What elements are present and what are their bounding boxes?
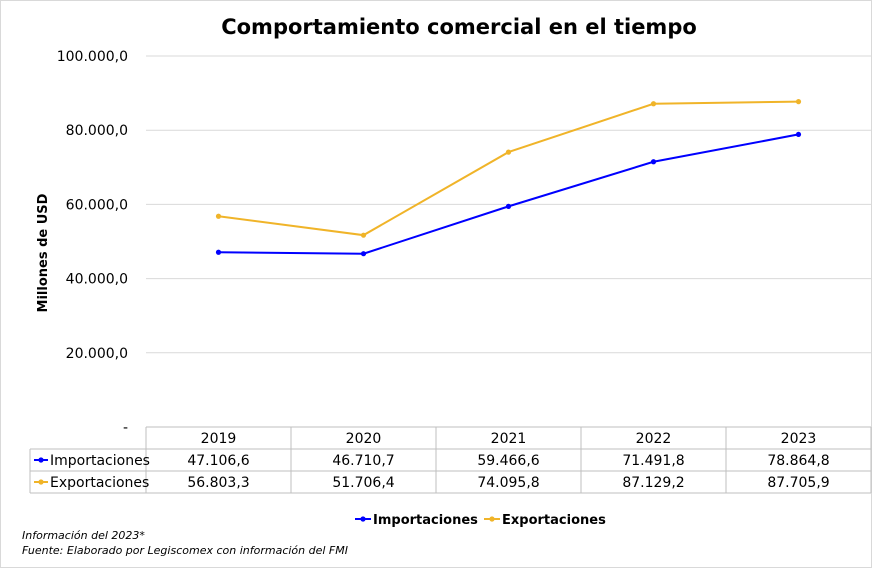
x-tick-label: 2019 bbox=[201, 431, 237, 447]
data-label: 74.095,8 bbox=[477, 475, 539, 491]
series-line bbox=[218, 100, 799, 237]
y-tick-label: 20.000,0 bbox=[66, 346, 128, 362]
data-label: 47.106,6 bbox=[187, 453, 249, 469]
note-source: Fuente: Elaborado por Legiscomex con inf… bbox=[22, 544, 348, 557]
data-label: 78.864,8 bbox=[767, 453, 829, 469]
legend-marker bbox=[360, 516, 366, 522]
legend-label: Importaciones bbox=[373, 513, 478, 528]
data-point bbox=[795, 131, 802, 138]
row-series-name: Exportaciones bbox=[50, 475, 149, 491]
data-table: 2019 2020 2021 2022 2023 Importaciones 47.106,… bbox=[29, 426, 872, 494]
data-label: 46.710,7 bbox=[332, 453, 394, 469]
data-point bbox=[650, 101, 657, 107]
data-label: 71.491,8 bbox=[622, 453, 684, 469]
data-point bbox=[360, 251, 367, 257]
data-point bbox=[650, 159, 657, 165]
data-point bbox=[360, 232, 367, 238]
y-tick-label: 80.000,0 bbox=[66, 123, 128, 139]
x-tick-label: 2021 bbox=[491, 431, 527, 447]
y-tick-label: - bbox=[123, 420, 128, 436]
y-tick-label: 60.000,0 bbox=[66, 197, 128, 213]
y-axis-ticks: - 20.000,0 40.000,0 60.000,0 80.000,0 100.000… bbox=[57, 49, 128, 436]
y-tick-label: 40.000,0 bbox=[66, 272, 128, 288]
y-axis-label: Millones de USD bbox=[36, 193, 51, 312]
y-tick-label: 100.000,0 bbox=[57, 49, 128, 65]
x-tick-label: 2022 bbox=[636, 431, 672, 447]
legend: Importaciones Exportaciones bbox=[355, 513, 606, 528]
data-label: 59.466,6 bbox=[477, 453, 539, 469]
data-point bbox=[505, 203, 512, 209]
note-info: Información del 2023* bbox=[22, 529, 145, 542]
legend-marker bbox=[489, 516, 495, 522]
chart-title: Comportamiento comercial en el tiempo bbox=[221, 15, 697, 39]
data-label: 87.705,9 bbox=[767, 475, 829, 491]
row-series-name: Importaciones bbox=[50, 453, 150, 469]
data-label: 56.803,3 bbox=[187, 475, 249, 491]
legend-label: Exportaciones bbox=[502, 513, 606, 528]
data-point bbox=[795, 99, 802, 105]
data-point bbox=[215, 213, 222, 219]
series-lines bbox=[215, 99, 802, 257]
x-tick-label: 2023 bbox=[781, 431, 817, 447]
data-point bbox=[505, 149, 512, 155]
row-legend-marker bbox=[38, 457, 44, 463]
x-tick-label: 2020 bbox=[346, 431, 382, 447]
data-label: 87.129,2 bbox=[622, 475, 684, 491]
data-label: 51.706,4 bbox=[332, 475, 394, 491]
row-legend-marker bbox=[38, 479, 44, 485]
data-point bbox=[215, 249, 222, 255]
